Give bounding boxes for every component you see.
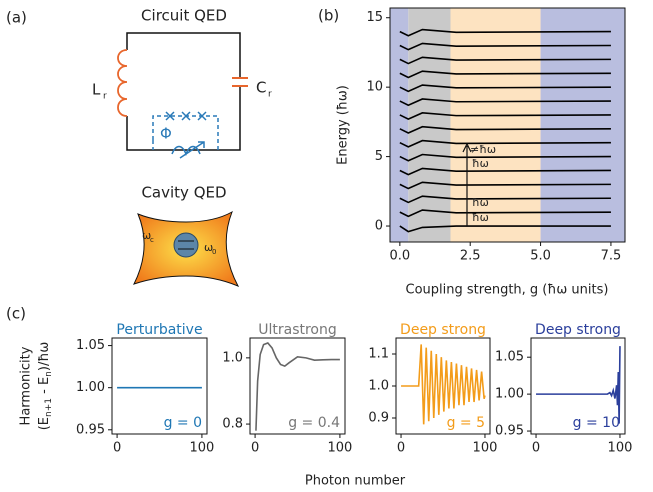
plot-frame xyxy=(249,337,346,435)
y-tick-label: 0.95 xyxy=(76,422,105,437)
x-axis-label: Coupling strength, g (ħω units) xyxy=(406,283,609,298)
cavity-freq: ω xyxy=(142,229,151,242)
series-line xyxy=(399,125,611,134)
x-tick-label: 0 xyxy=(113,441,121,456)
x-tick-label: 2.5 xyxy=(460,249,481,264)
region xyxy=(408,8,451,242)
cavity-title: Cavity QED xyxy=(141,184,226,202)
y-tick-label: 1.00 xyxy=(495,387,524,402)
y-tick-label: 0 xyxy=(375,219,383,234)
flux-label: Φ xyxy=(160,125,172,143)
y-tick-label: 5 xyxy=(375,149,383,164)
panel-label: (b) xyxy=(318,7,339,25)
series-line xyxy=(399,70,611,79)
annotation: ≠ħω xyxy=(470,143,496,156)
y-tick-label: 0.9 xyxy=(368,411,389,426)
circuit xyxy=(117,32,248,159)
series-line xyxy=(399,56,611,65)
x-tick-label: 0 xyxy=(532,441,540,456)
x-tick-label: 100 xyxy=(608,441,633,456)
inductor-sub: r xyxy=(103,92,107,102)
x-tick-label: 100 xyxy=(473,441,498,456)
g-label: g = 10 xyxy=(573,415,620,431)
y-tick-label: 15 xyxy=(366,10,383,25)
panel-label: (a) xyxy=(6,9,27,27)
y-axis-label: Harmonicity xyxy=(19,346,34,425)
region xyxy=(540,8,625,242)
plot-frame xyxy=(111,337,208,435)
y-axis-label-part: )/ħω xyxy=(37,342,52,371)
subplot-title: Deep strong xyxy=(400,322,486,338)
x-tick-label: 0 xyxy=(251,441,259,456)
subplot-title: Perturbative xyxy=(116,322,202,338)
g-label: g = 0.4 xyxy=(288,415,340,431)
y-tick-label: 1.00 xyxy=(76,380,105,395)
region xyxy=(390,8,409,242)
series-line xyxy=(399,112,611,120)
series-line xyxy=(399,167,611,176)
y-tick-label: 0.8 xyxy=(222,417,243,432)
plot-frame xyxy=(530,337,626,435)
series-line xyxy=(401,344,486,425)
x-tick-label: 100 xyxy=(327,441,352,456)
x-tick-label: 100 xyxy=(189,441,214,456)
capacitor-sub: r xyxy=(268,90,272,100)
arrow xyxy=(462,142,472,226)
series-line xyxy=(399,42,611,51)
y-tick-label: 10 xyxy=(366,80,383,95)
series-line xyxy=(399,195,611,204)
x-tick-label: 7.5 xyxy=(601,249,622,264)
annotation: ħω xyxy=(472,157,489,170)
g-label: g = 0 xyxy=(164,415,202,431)
y-tick-label: 1.1 xyxy=(368,347,389,362)
series-line xyxy=(255,342,340,431)
y-axis-label: (En+1 - En)/ħω xyxy=(37,342,54,431)
y-axis-label-part: n+1 xyxy=(44,398,54,417)
atom-freq-sub: 0 xyxy=(212,248,216,256)
x-tick-label: 0.0 xyxy=(390,249,411,264)
subplot-title: Deep strong xyxy=(535,322,621,338)
inductor-label: L xyxy=(92,81,101,99)
series-line xyxy=(536,346,621,424)
annotation: ħω xyxy=(472,196,489,209)
y-tick-label: 1.0 xyxy=(368,379,389,394)
subplot-title: Ultrastrong xyxy=(258,322,337,338)
x-tick-label: 0 xyxy=(397,441,405,456)
region xyxy=(450,8,541,242)
atom xyxy=(173,232,199,258)
panel-label: (c) xyxy=(6,305,26,323)
series-line xyxy=(399,84,611,93)
series-line xyxy=(399,98,611,107)
series-line xyxy=(399,139,611,148)
x-tick-label: 5.0 xyxy=(530,249,551,264)
y-tick-label: 1.0 xyxy=(222,350,243,365)
series-line xyxy=(399,209,611,218)
y-tick-label: 1.05 xyxy=(495,350,524,365)
series-line xyxy=(399,153,611,162)
y-tick-label: 1.05 xyxy=(76,338,105,353)
plot-frame xyxy=(389,7,626,243)
series-line xyxy=(399,28,611,37)
y-tick-label: 0.95 xyxy=(495,424,524,439)
atom-levels xyxy=(178,240,194,250)
capacitor-label: C xyxy=(256,79,266,97)
x-axis-label: Photon number xyxy=(305,474,406,489)
cavity-freq-sub: c xyxy=(150,236,154,244)
annotation: ħω xyxy=(472,211,489,224)
series-line xyxy=(399,181,611,190)
g-label: g = 5 xyxy=(447,415,485,431)
y-axis-label-part: - E xyxy=(37,377,52,398)
circuit-title: Circuit QED xyxy=(141,7,227,25)
atom-freq: ω xyxy=(204,241,213,254)
y-axis-label-part: n xyxy=(44,371,54,377)
y-axis-label-part: (E xyxy=(37,417,52,430)
series-line xyxy=(399,225,611,233)
y-axis-label: Energy (ħω) xyxy=(336,85,351,165)
